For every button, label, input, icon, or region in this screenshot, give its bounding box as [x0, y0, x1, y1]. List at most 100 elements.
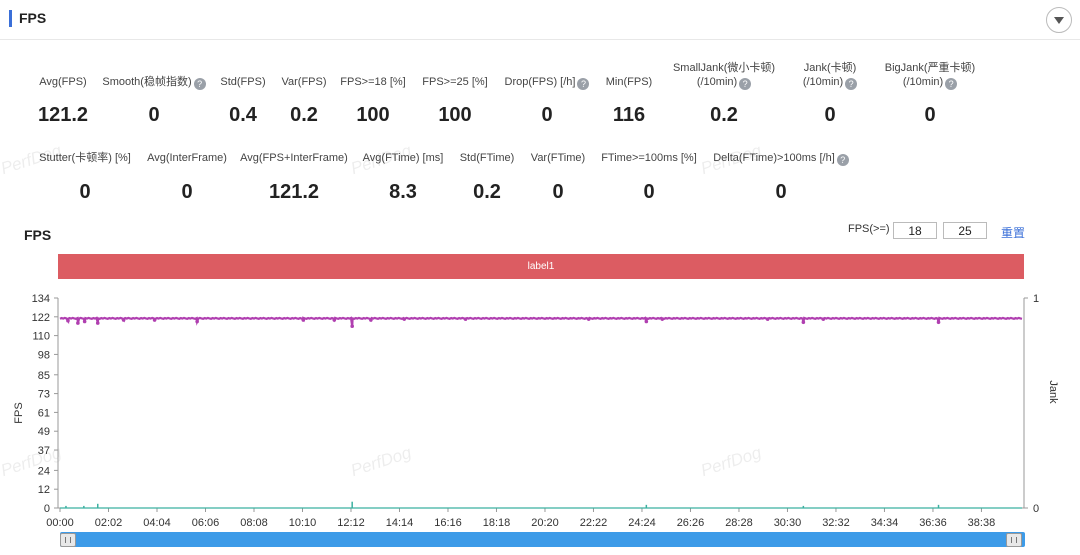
x-tick-label: 30:30 [774, 517, 802, 529]
metric-value: 0.2 [473, 181, 501, 203]
metric-value: 0 [552, 181, 564, 203]
fps-dip-point [586, 317, 591, 321]
metric-label: FTime>=100ms [%] [601, 152, 697, 164]
help-icon[interactable]: ? [836, 154, 849, 166]
metric-label: Stutter(卡顿率) [%] [39, 152, 131, 164]
x-tick-label: 36:36 [919, 517, 947, 529]
watermark: PerfDog [0, 140, 64, 179]
metric-value: 0 [643, 181, 655, 203]
metric-row1-4: FPS>=18 [%] 100 [293, 75, 453, 126]
threshold-input-1[interactable] [893, 222, 937, 239]
help-icon[interactable]: ? [739, 78, 752, 90]
metric-value: 8.3 [389, 181, 417, 203]
metric-row2-6: FTime>=100ms [%] 0 [569, 151, 729, 203]
metric-row2-4: Std(FTime) 0.2 [407, 151, 567, 203]
fps-dip-point [350, 324, 354, 329]
y-axis-label: FPS [13, 402, 25, 423]
metric-value: 121.2 [37, 104, 89, 126]
metric-label-unit: (/10min)? [644, 75, 804, 90]
fps-dip-point [402, 317, 407, 321]
metric-label: FPS>=18 [%] [340, 76, 406, 88]
x-tick-label: 28:28 [725, 517, 753, 529]
x-tick-label: 16:16 [434, 517, 462, 529]
fps-dip-point [195, 319, 199, 324]
time-range-scrollbar[interactable] [60, 532, 1025, 547]
y-tick-label: 98 [38, 349, 50, 361]
x-tick-label: 32:32 [822, 517, 850, 529]
x-tick-label: 34:34 [871, 517, 899, 529]
metric-row1-3: Var(FPS) 0.2 [224, 75, 384, 126]
watermark: PerfDog [348, 140, 414, 179]
metric-row2-5: Var(FTime) 0 [478, 151, 638, 203]
metric-row2-2: Avg(FPS+InterFrame) 121.2 [214, 151, 374, 203]
x-tick-label: 38:38 [968, 517, 996, 529]
metric-value: 0.2 [290, 104, 318, 126]
fps-dip-point [332, 318, 337, 322]
y2-axis-label: Jank [1047, 380, 1059, 404]
metric-row1-6: Drop(FPS) [/h]? 0 [467, 75, 627, 126]
fps-dip-point [82, 319, 87, 324]
collapse-button[interactable] [1046, 7, 1072, 33]
metric-label: Var(FPS) [281, 76, 327, 88]
metric-row1-10: BigJank(严重卡顿) (/10min)? 0 [850, 61, 1010, 126]
fps-dip-point [76, 321, 80, 325]
help-icon[interactable]: ? [577, 78, 590, 90]
metric-label: Smooth(稳帧指数)? [74, 75, 234, 90]
fps-dip-point [121, 318, 126, 322]
metric-value: 0.4 [229, 104, 257, 126]
metric-label-unit: (/10min)? [850, 75, 1010, 90]
metric-value: 0 [924, 104, 936, 126]
range-handle-start[interactable] [60, 533, 76, 547]
x-tick-label: 10:10 [289, 517, 317, 529]
metric-label: Jank(卡顿) [803, 62, 857, 74]
fps-dip-point [463, 317, 468, 321]
y2-tick-label: 0 [1033, 503, 1039, 515]
metric-value: 0 [148, 104, 160, 126]
metric-label: Delta(FTime)>100ms [/h]? [701, 151, 861, 166]
fps-dip-point [936, 320, 941, 325]
metric-value: 0 [775, 181, 787, 203]
label-band[interactable]: label1 [58, 254, 1024, 279]
metric-value: 116 [612, 104, 646, 126]
x-tick-label: 12:12 [337, 517, 365, 529]
reset-button[interactable]: 重置 [1001, 226, 1026, 240]
chart-title: FPS [24, 227, 52, 243]
fps-dip-point [152, 318, 157, 322]
metric-value: 121.2 [268, 181, 320, 203]
chevron-down-icon [1054, 16, 1064, 24]
fps-series-line [59, 316, 1023, 327]
metric-row1-7: Min(FPS) 116 [549, 75, 709, 126]
metric-row2-0: Stutter(卡顿率) [%] 0 [5, 151, 165, 203]
x-tick-label: 14:14 [386, 517, 414, 529]
y-tick-label: 61 [38, 407, 50, 419]
y-tick-label: 73 [38, 389, 50, 401]
metric-label: Avg(FTime) [ms] [362, 152, 444, 164]
help-icon[interactable]: ? [945, 78, 958, 90]
x-tick-label: 24:24 [628, 517, 656, 529]
threshold-input-2[interactable] [943, 222, 987, 239]
y-tick-label: 110 [32, 331, 50, 343]
metric-row1-1: Smooth(稳帧指数)? 0 [74, 75, 234, 126]
metric-label: Avg(FPS) [39, 76, 87, 88]
watermark: PerfDog [348, 442, 414, 481]
metric-label: BigJank(严重卡顿) [884, 62, 976, 74]
x-tick-label: 08:08 [240, 517, 268, 529]
x-tick-label: 18:18 [483, 517, 511, 529]
metric-row1-9: Jank(卡顿) (/10min)? 0 [750, 61, 910, 126]
metric-label: Std(FTime) [459, 152, 515, 164]
metric-value: 0 [79, 181, 91, 203]
fps-dip-point [660, 317, 665, 321]
metric-label: Var(FTime) [530, 152, 586, 164]
range-handle-end[interactable] [1006, 533, 1022, 547]
x-tick-label: 02:02 [95, 517, 123, 529]
metric-row1-8: SmallJank(微小卡顿) (/10min)? 0.2 [644, 61, 804, 126]
x-tick-label: 06:06 [192, 517, 220, 529]
y-tick-label: 134 [32, 293, 50, 305]
x-tick-label: 04:04 [143, 517, 171, 529]
help-icon[interactable]: ? [193, 78, 206, 90]
watermark: PerfDog [698, 442, 764, 481]
fps-dip-point [801, 320, 806, 325]
help-icon[interactable]: ? [845, 78, 858, 90]
x-tick-label: 00:00 [46, 517, 74, 529]
title-accent-bar [9, 10, 12, 27]
